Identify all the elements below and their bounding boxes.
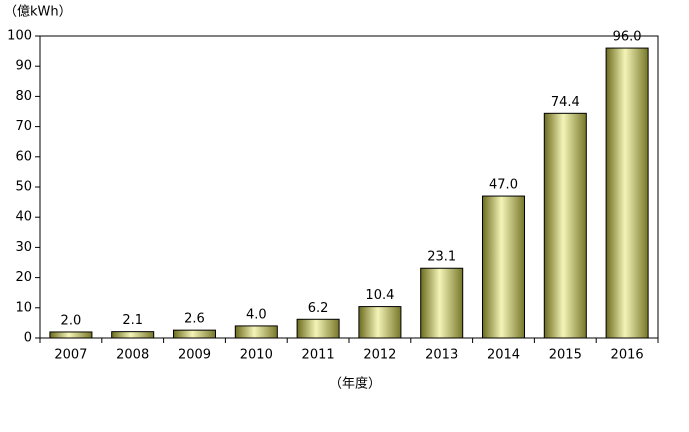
x-axis-label: （年度）: [329, 376, 381, 392]
x-tick-label: 2013: [425, 348, 458, 363]
y-tick-label: 60: [15, 149, 32, 164]
bar: [111, 331, 155, 339]
value-label: 96.0: [613, 30, 642, 45]
y-axis-label: （億kWh）: [4, 4, 72, 20]
x-tick-label: 2016: [611, 348, 644, 363]
bar: [49, 331, 93, 339]
bar: [172, 329, 217, 339]
value-label: 2.6: [184, 312, 205, 327]
y-tick-label: 70: [15, 119, 32, 134]
x-tick-label: 2009: [178, 348, 211, 363]
bar: [358, 306, 402, 339]
y-tick-label: 10: [15, 300, 32, 315]
value-label: 2.1: [122, 313, 143, 328]
bar: [481, 195, 526, 339]
value-label: 74.4: [551, 95, 580, 110]
value-label: 6.2: [308, 301, 329, 316]
value-label: 10.4: [365, 288, 394, 303]
bar: [605, 47, 649, 339]
y-tick-label: 40: [15, 210, 32, 225]
bar: [296, 318, 340, 339]
value-label: 47.0: [489, 178, 518, 193]
y-tick-label: 100: [7, 29, 32, 44]
value-label: 23.1: [427, 250, 456, 265]
value-label: 4.0: [246, 307, 267, 322]
y-tick-label: 20: [15, 270, 32, 285]
x-tick-label: 2015: [549, 348, 582, 363]
value-label: 2.0: [61, 313, 82, 328]
x-tick-label: 2011: [302, 348, 335, 363]
bar: [543, 112, 587, 339]
y-tick-label: 0: [24, 331, 32, 346]
y-tick-label: 50: [15, 180, 32, 195]
x-tick-label: 2012: [363, 348, 396, 363]
x-tick-label: 2007: [54, 348, 87, 363]
y-tick-label: 30: [15, 240, 32, 255]
x-tick-label: 2014: [487, 348, 520, 363]
y-tick-label: 90: [15, 59, 32, 74]
bar: [234, 325, 278, 339]
y-tick-label: 80: [15, 89, 32, 104]
bar: [420, 267, 464, 339]
x-tick-label: 2010: [240, 348, 273, 363]
x-tick-label: 2008: [116, 348, 149, 363]
